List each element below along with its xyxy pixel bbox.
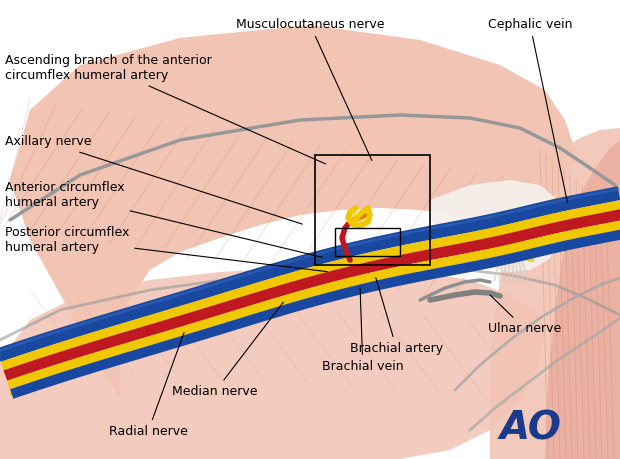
Text: Musculocutaneus nerve: Musculocutaneus nerve <box>236 18 384 161</box>
Polygon shape <box>1 200 620 370</box>
Polygon shape <box>10 25 575 459</box>
Text: Ascending branch of the anterior
circumflex humeral artery: Ascending branch of the anterior circumf… <box>5 54 326 164</box>
Text: Brachial artery: Brachial artery <box>350 278 443 355</box>
Text: Brachial vein: Brachial vein <box>322 288 404 373</box>
Text: Median nerve: Median nerve <box>172 302 283 398</box>
Text: Radial nerve: Radial nerve <box>108 333 187 438</box>
Text: Cephalic vein: Cephalic vein <box>488 18 572 202</box>
Polygon shape <box>430 180 565 272</box>
Text: AO: AO <box>499 409 561 447</box>
Polygon shape <box>545 140 620 459</box>
Polygon shape <box>490 128 620 459</box>
Bar <box>335 228 400 256</box>
Polygon shape <box>0 268 545 459</box>
Text: Anterior circumflex
humeral artery: Anterior circumflex humeral artery <box>5 181 322 257</box>
Polygon shape <box>348 208 370 226</box>
Text: Ulnar nerve: Ulnar nerve <box>488 295 561 335</box>
Text: Axillary nerve: Axillary nerve <box>5 135 303 224</box>
Polygon shape <box>4 209 620 381</box>
Polygon shape <box>0 186 620 362</box>
Text: Posterior circumflex
humeral artery: Posterior circumflex humeral artery <box>5 226 327 272</box>
Bar <box>315 155 430 265</box>
Polygon shape <box>10 229 620 399</box>
Polygon shape <box>7 219 620 389</box>
